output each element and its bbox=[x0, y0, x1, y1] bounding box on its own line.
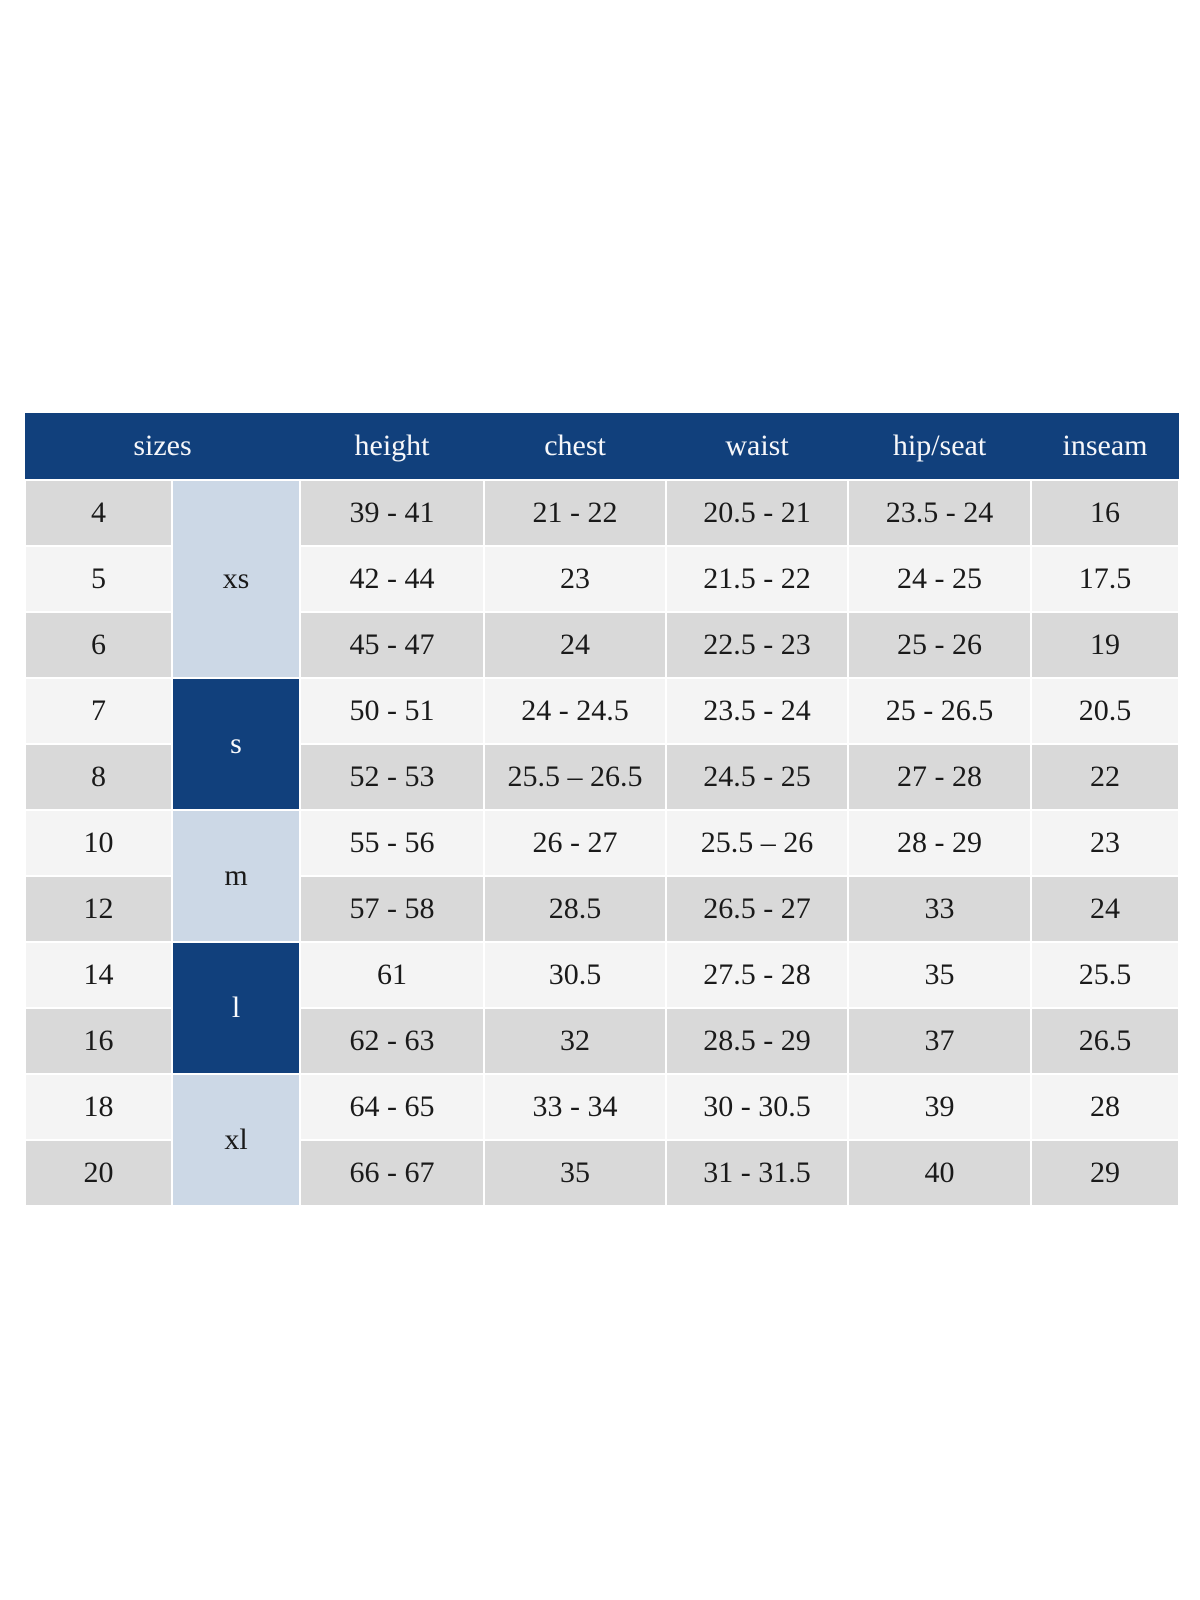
table-row-size-10: 10 m 55 - 56 26 - 27 25.5 – 26 28 - 29 2… bbox=[24, 809, 1181, 943]
hip-seat-cell: 37 bbox=[847, 1007, 1033, 1075]
size-number-cell: 7 bbox=[24, 677, 173, 745]
header-sizes: sizes bbox=[25, 413, 301, 480]
height-cell: 62 - 63 bbox=[299, 1007, 486, 1075]
table-body: 4 xs 39 - 41 21 - 22 20.5 - 21 23.5 - 24… bbox=[24, 479, 1181, 1207]
height-cell: 50 - 51 bbox=[299, 677, 486, 745]
chest-cell: 33 - 34 bbox=[483, 1073, 668, 1141]
chest-cell: 21 - 22 bbox=[483, 479, 668, 547]
inseam-cell: 16 bbox=[1030, 479, 1181, 547]
hip-seat-cell: 27 - 28 bbox=[847, 743, 1033, 811]
header-hip-seat: hip/seat bbox=[848, 413, 1032, 480]
header-height: height bbox=[300, 413, 485, 480]
size-number-cell: 18 bbox=[24, 1073, 173, 1141]
inseam-cell: 17.5 bbox=[1030, 545, 1181, 613]
table-row-size-4: 4 xs 39 - 41 21 - 22 20.5 - 21 23.5 - 24… bbox=[24, 479, 1181, 679]
height-cell: 52 - 53 bbox=[299, 743, 486, 811]
chest-cell: 30.5 bbox=[483, 941, 668, 1009]
waist-cell: 22.5 - 23 bbox=[665, 611, 850, 679]
size-number-cell: 14 bbox=[24, 941, 173, 1009]
waist-cell: 25.5 – 26 bbox=[665, 809, 850, 877]
chest-cell: 28.5 bbox=[483, 875, 668, 943]
chest-cell: 35 bbox=[483, 1139, 668, 1207]
inseam-cell: 19 bbox=[1030, 611, 1181, 679]
hip-seat-cell: 24 - 25 bbox=[847, 545, 1033, 613]
inseam-cell: 26.5 bbox=[1030, 1007, 1181, 1075]
inseam-cell: 24 bbox=[1030, 875, 1181, 943]
inseam-cell: 22 bbox=[1030, 743, 1181, 811]
height-cell: 42 - 44 bbox=[299, 545, 486, 613]
chest-cell: 32 bbox=[483, 1007, 668, 1075]
header-chest: chest bbox=[484, 413, 667, 480]
chest-cell: 24 - 24.5 bbox=[483, 677, 668, 745]
chest-cell: 26 - 27 bbox=[483, 809, 668, 877]
chest-cell: 25.5 – 26.5 bbox=[483, 743, 668, 811]
hip-seat-cell: 28 - 29 bbox=[847, 809, 1033, 877]
inseam-cell: 25.5 bbox=[1030, 941, 1181, 1009]
waist-cell: 31 - 31.5 bbox=[665, 1139, 850, 1207]
size-number-cell: 10 bbox=[24, 809, 173, 877]
height-cell: 39 - 41 bbox=[299, 479, 486, 547]
height-cell: 66 - 67 bbox=[299, 1139, 486, 1207]
table-row-size-16: 16 62 - 63 32 28.5 - 29 37 26.5 bbox=[24, 1007, 1181, 1075]
height-cell: 57 - 58 bbox=[299, 875, 486, 943]
height-cell: 45 - 47 bbox=[299, 611, 486, 679]
size-number-cell: 4 bbox=[24, 479, 173, 547]
hip-seat-cell: 23.5 - 24 bbox=[847, 479, 1033, 547]
size-group-l: l bbox=[170, 941, 302, 1075]
size-chart-container: sizes height chest waist hip/seat inseam… bbox=[24, 413, 1181, 1207]
waist-cell: 27.5 - 28 bbox=[665, 941, 850, 1009]
height-cell: 61 bbox=[299, 941, 486, 1009]
waist-cell: 20.5 - 21 bbox=[665, 479, 850, 547]
hip-seat-cell: 40 bbox=[847, 1139, 1033, 1207]
size-chart-table: sizes height chest waist hip/seat inseam… bbox=[24, 413, 1181, 1207]
header-waist: waist bbox=[666, 413, 849, 480]
table-row-size-18: 18 xl 64 - 65 33 - 34 30 - 30.5 39 28 bbox=[24, 1073, 1181, 1207]
size-group-xs: xs bbox=[170, 479, 302, 679]
height-cell: 55 - 56 bbox=[299, 809, 486, 877]
table-row-size-5: 5 42 - 44 23 21.5 - 22 24 - 25 17.5 bbox=[24, 545, 1181, 613]
hip-seat-cell: 39 bbox=[847, 1073, 1033, 1141]
hip-seat-cell: 35 bbox=[847, 941, 1033, 1009]
size-number-cell: 16 bbox=[24, 1007, 173, 1075]
chest-cell: 23 bbox=[483, 545, 668, 613]
table-row-size-14: 14 l 61 30.5 27.5 - 28 35 25.5 bbox=[24, 941, 1181, 1075]
hip-seat-cell: 33 bbox=[847, 875, 1033, 943]
size-group-s: s bbox=[170, 677, 302, 811]
header-row: sizes height chest waist hip/seat inseam bbox=[25, 413, 1180, 480]
size-group-m: m bbox=[170, 809, 302, 943]
waist-cell: 21.5 - 22 bbox=[665, 545, 850, 613]
size-number-cell: 8 bbox=[24, 743, 173, 811]
waist-cell: 28.5 - 29 bbox=[665, 1007, 850, 1075]
inseam-cell: 29 bbox=[1030, 1139, 1181, 1207]
table-row-size-7: 7 s 50 - 51 24 - 24.5 23.5 - 24 25 - 26.… bbox=[24, 677, 1181, 811]
table-row-size-20: 20 66 - 67 35 31 - 31.5 40 29 bbox=[24, 1139, 1181, 1207]
size-number-cell: 5 bbox=[24, 545, 173, 613]
waist-cell: 23.5 - 24 bbox=[665, 677, 850, 745]
table-row-size-8: 8 52 - 53 25.5 – 26.5 24.5 - 25 27 - 28 … bbox=[24, 743, 1181, 811]
table-row-size-6: 6 45 - 47 24 22.5 - 23 25 - 26 19 bbox=[24, 611, 1181, 679]
header-inseam: inseam bbox=[1031, 413, 1180, 480]
waist-cell: 24.5 - 25 bbox=[665, 743, 850, 811]
hip-seat-cell: 25 - 26.5 bbox=[847, 677, 1033, 745]
chest-cell: 24 bbox=[483, 611, 668, 679]
inseam-cell: 28 bbox=[1030, 1073, 1181, 1141]
inseam-cell: 23 bbox=[1030, 809, 1181, 877]
size-group-xl: xl bbox=[170, 1073, 302, 1207]
size-number-cell: 6 bbox=[24, 611, 173, 679]
table-row-size-12: 12 57 - 58 28.5 26.5 - 27 33 24 bbox=[24, 875, 1181, 943]
waist-cell: 30 - 30.5 bbox=[665, 1073, 850, 1141]
inseam-cell: 20.5 bbox=[1030, 677, 1181, 745]
waist-cell: 26.5 - 27 bbox=[665, 875, 850, 943]
size-number-cell: 12 bbox=[24, 875, 173, 943]
hip-seat-cell: 25 - 26 bbox=[847, 611, 1033, 679]
table-header: sizes height chest waist hip/seat inseam bbox=[25, 413, 1180, 480]
height-cell: 64 - 65 bbox=[299, 1073, 486, 1141]
size-number-cell: 20 bbox=[24, 1139, 173, 1207]
